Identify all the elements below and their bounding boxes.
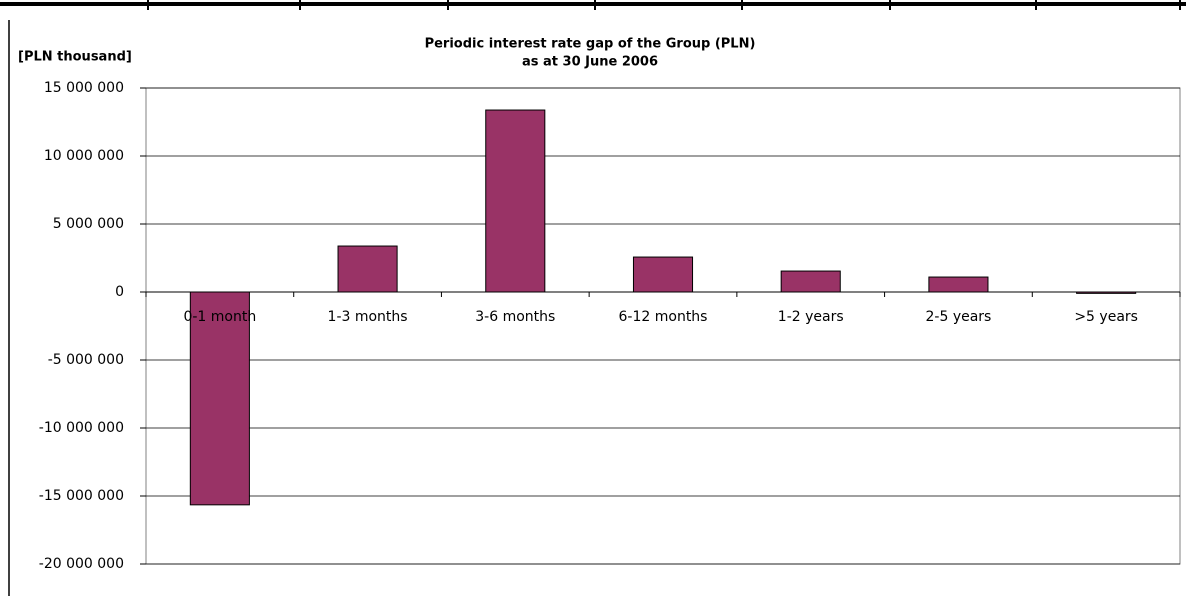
x-tick-label: 0-1 month: [183, 309, 256, 325]
bar: [1076, 291, 1137, 294]
bar: [928, 276, 989, 293]
bar: [780, 270, 841, 293]
chart-title: Periodic interest rate gap of the Group …: [425, 37, 756, 52]
x-tick-label: 6-12 months: [619, 309, 708, 325]
x-tick-label: 3-6 months: [475, 309, 555, 325]
y-tick-label: 5 000 000: [53, 216, 124, 232]
x-tick-label: 2-5 years: [926, 309, 992, 325]
y-tick-label: 10 000 000: [44, 148, 124, 164]
x-tick-label: 1-3 months: [328, 309, 408, 325]
bar: [189, 291, 250, 506]
chart-subtitle: as at 30 June 2006: [522, 55, 658, 70]
y-tick-label: -10 000 000: [39, 420, 124, 436]
bar: [337, 245, 398, 293]
y-tick-label: 0: [115, 284, 124, 300]
bar: [632, 256, 694, 293]
plot-area: [145, 87, 1181, 565]
y-tick-label: 15 000 000: [44, 80, 124, 96]
x-tick-label: >5 years: [1074, 309, 1138, 325]
y-tick-label: -15 000 000: [39, 488, 124, 504]
bar: [485, 109, 546, 293]
y-tick-label: -5 000 000: [48, 352, 124, 368]
y-tick-label: -20 000 000: [39, 556, 124, 572]
table-border: [0, 0, 1186, 10]
x-tick-label: 1-2 years: [778, 309, 844, 325]
y-axis-label: [PLN thousand]: [18, 50, 132, 65]
